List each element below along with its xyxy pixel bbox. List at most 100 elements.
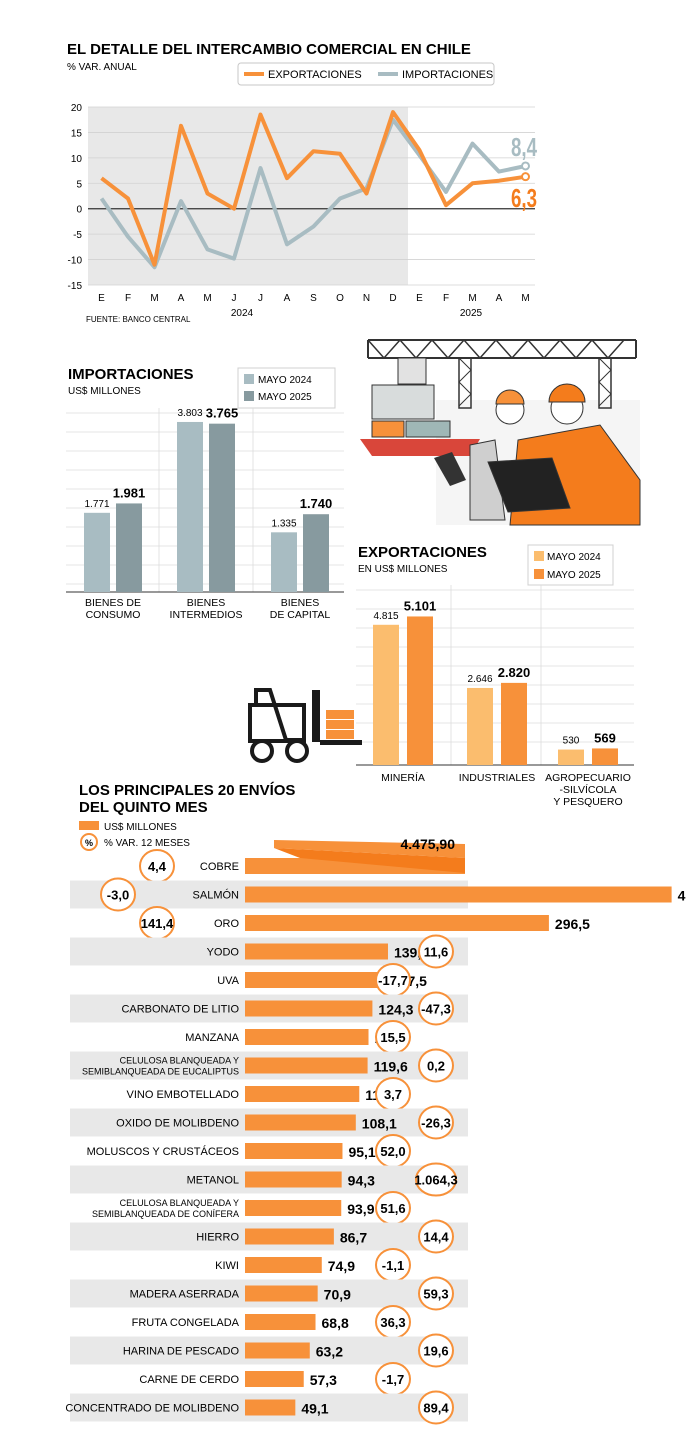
exports-legend-2025: MAYO 2025 — [547, 570, 601, 581]
row-label: CELULOSA BLANQUEADA Y — [120, 1198, 239, 1208]
bar-value — [245, 1057, 368, 1074]
y-gridlines — [88, 106, 535, 286]
forklift-body-icon — [248, 703, 306, 743]
bar-value-label: 57,3 — [310, 1372, 337, 1388]
category-label: BIENES — [187, 597, 226, 609]
category-label: BIENES DE — [85, 597, 141, 609]
worker-left-body-icon — [469, 439, 506, 521]
imports-legend-swatch-2025 — [244, 391, 254, 401]
exports-gridlines — [356, 585, 634, 766]
y-tick-label: 20 — [71, 103, 83, 114]
pct-change-label: 15,5 — [380, 1030, 405, 1045]
forklift-wheel-left-icon — [250, 739, 274, 763]
pct-change-label: 36,3 — [380, 1315, 405, 1330]
pct-change-label: -1,1 — [382, 1258, 404, 1273]
x-tick-label: J — [232, 293, 237, 304]
x-tick-label: O — [336, 293, 344, 304]
y-tick-label: 5 — [76, 179, 82, 190]
row-label: UVA — [217, 975, 239, 987]
exports-title: EXPORTACIONES — [358, 544, 487, 561]
top20-title-line1: LOS PRINCIPALES 20 ENVÍOS — [79, 782, 295, 799]
imports-legend-swatch-2024 — [244, 374, 254, 384]
line-chart-title: EL DETALLE DEL INTERCAMBIO COMERCIAL EN … — [67, 41, 471, 58]
row-label: VINO EMBOTELLADO — [127, 1089, 240, 1101]
bar-value-label: 4.815 — [373, 611, 398, 622]
exports-legend-swatch-2025 — [534, 569, 544, 579]
bar-value-label: 1.335 — [271, 518, 296, 529]
bar-value — [245, 943, 388, 960]
row-label: YODO — [207, 947, 240, 959]
top20-legend-bar-swatch — [79, 821, 99, 830]
series-endpoint — [521, 172, 530, 182]
y-tick-labels: 20 15 10 5 0 -5 -10 -15 — [68, 103, 83, 292]
category-label: AGROPECUARIO — [545, 772, 631, 784]
bar-value-label: 86,7 — [340, 1230, 367, 1246]
x-tick-label: E — [98, 293, 105, 304]
y-tick-label: -5 — [73, 230, 82, 241]
x-tick-label: A — [284, 293, 291, 304]
forklift-cargo-3 — [326, 730, 354, 739]
series-lines — [99, 110, 530, 270]
bar-value — [245, 1114, 356, 1131]
top20-rows: COBRE 4.475,90 4,4 SALMÓN 416,2 -3,0 ORO 296,5 1… — [65, 836, 686, 1425]
row-label: CARBONATO DE LITIO — [121, 1004, 239, 1016]
x-tick-label: N — [363, 293, 370, 304]
bar-value-label: 119,6 — [374, 1059, 408, 1075]
y-tick-label: 0 — [76, 205, 82, 216]
pct-change-circle — [418, 1048, 454, 1083]
line-chart: EL DETALLE DEL INTERCAMBIO COMERCIAL EN … — [67, 41, 537, 324]
y-tick-label: 10 — [71, 154, 83, 165]
pct-change-label: -1,7 — [382, 1372, 404, 1387]
pct-change-label: 51,6 — [380, 1201, 405, 1216]
row-label: CONCENTRADO DE MOLIBDENO — [65, 1403, 239, 1415]
crane-leg-right-icon — [598, 357, 612, 409]
bar-2025 — [209, 423, 235, 592]
bar-value-label: 3.765 — [206, 406, 239, 421]
pct-change-label: -3,0 — [107, 888, 129, 903]
x-tick-label: S — [310, 293, 317, 304]
bar-broken-shadow — [274, 848, 465, 873]
bar-2024 — [177, 421, 203, 592]
x-tick-label: A — [496, 293, 503, 304]
pct-change-circle — [418, 1276, 454, 1311]
y-tick-label: -15 — [68, 281, 83, 292]
row-label: SALMÓN — [193, 889, 240, 902]
line-chart-legend: EXPORTACIONES IMPORTACIONES — [237, 62, 495, 86]
x-tick-label: M — [521, 293, 529, 304]
bar-value — [245, 1000, 373, 1017]
row-label: SEMIBLANQUEADA DE EUCALIPTUS — [82, 1067, 239, 1077]
exports-subtitle: EN US$ MILLONES — [358, 564, 448, 575]
source-note: FUENTE: BANCO CENTRAL — [86, 315, 191, 324]
bar-value — [245, 1314, 316, 1330]
exports-legend-swatch-2024 — [534, 551, 544, 561]
pct-change-label: 59,3 — [423, 1287, 448, 1302]
bar-value — [245, 1371, 304, 1387]
bar-value — [245, 1086, 360, 1102]
crane-beam-icon — [367, 339, 637, 359]
pct-change-label: 89,4 — [423, 1401, 449, 1416]
bar-broken-extension — [274, 840, 465, 858]
row-label: SEMIBLANQUEADA DE CONÍFERA — [92, 1209, 239, 1219]
pct-change-circle — [418, 934, 454, 969]
pct-change-label: 0,2 — [427, 1059, 445, 1074]
row-label: OXIDO DE MOLIBDENO — [116, 1118, 239, 1130]
forklift-illustration — [248, 688, 362, 763]
bar-value — [245, 972, 386, 988]
bar-value-label: 124,3 — [378, 1002, 413, 1018]
row-label: KIWI — [215, 1260, 239, 1272]
row-label: CELULOSA BLANQUEADA Y — [120, 1056, 239, 1066]
imports-legend-2025: MAYO 2025 — [258, 392, 312, 403]
row-label: COBRE — [200, 861, 239, 873]
forklift-fork-icon — [320, 740, 362, 745]
category-label: INDUSTRIALES — [459, 772, 535, 784]
bar-value — [245, 1029, 369, 1045]
category-label: Y PESQUERO — [553, 796, 622, 808]
x-tick-label: M — [468, 293, 476, 304]
bar-2024 — [558, 749, 584, 765]
bar-value-label: 416,2 — [678, 888, 686, 904]
category-label: -SILVÍCOLA — [560, 783, 617, 796]
percent-circle-icon — [80, 833, 98, 851]
forklift-cargo-2 — [326, 720, 354, 729]
